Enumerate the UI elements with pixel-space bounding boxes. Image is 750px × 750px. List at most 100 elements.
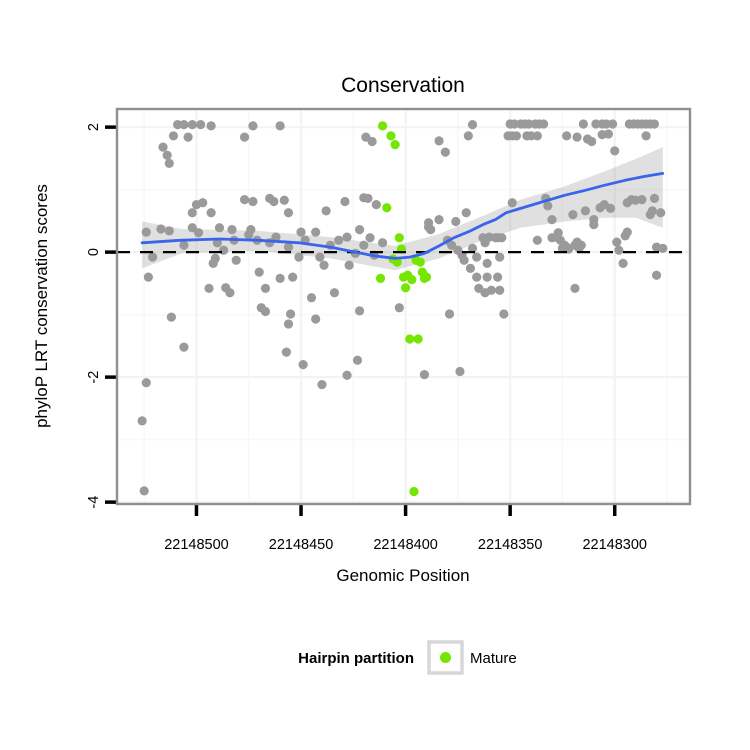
data-point-other [246,225,256,235]
data-point-other [580,206,591,216]
data-point-other [196,120,206,130]
data-point-other [275,273,285,283]
data-point-other [562,131,572,141]
data-point-other [572,132,582,142]
x-tick-label: 22148400 [373,537,438,553]
data-point-other [315,252,325,262]
data-point-other [206,208,216,218]
x-tick-label: 22148300 [582,537,647,553]
data-point-other [164,226,174,236]
data-point-other [275,121,285,131]
data-point-other [166,312,176,322]
data-point-mature [390,140,400,150]
data-point-other [465,263,476,273]
data-point-other [285,309,296,319]
data-point-other [139,486,149,496]
data-point-other [493,272,503,282]
data-point-mature [386,131,396,141]
data-point-other [306,293,317,303]
data-point-other [371,200,381,210]
data-point-other [269,196,279,207]
data-points-layer [137,119,668,497]
data-point-other [179,120,189,130]
data-point-other [156,224,166,234]
data-point-other [511,131,522,141]
data-point-other [359,240,369,250]
data-point-other [612,237,622,247]
data-point-other [143,272,153,282]
data-point-other [179,342,189,352]
data-point-other [294,252,304,262]
legend-entry-label: Mature [470,650,517,667]
data-point-mature [407,275,417,285]
data-point-other [482,272,492,282]
data-point-other [434,215,444,225]
data-point-other [342,232,352,242]
data-point-mature [382,203,392,213]
data-point-other [605,203,616,213]
data-point-other [317,380,327,390]
data-point-other [225,288,235,298]
data-point-other [455,366,465,377]
data-point-other [507,198,517,208]
data-point-other [187,120,197,130]
data-point-other [451,216,461,227]
lines-layer [117,172,690,260]
data-point-other [283,319,294,329]
data-point-other [354,306,365,316]
data-point-other [239,132,250,142]
data-point-other [365,233,375,243]
data-point-other [499,309,509,319]
data-point-other [434,136,444,146]
data-point-other [651,270,662,280]
y-tick-label: -4 [86,496,102,509]
data-point-other [168,131,179,141]
data-point-other [495,285,505,295]
data-point-mature [409,486,419,497]
data-point-other [463,131,473,141]
data-point-other [281,347,291,357]
data-point-other [319,260,329,270]
data-point-other [444,309,455,319]
data-point-other [568,210,578,220]
data-point-other [260,283,271,293]
data-point-other [620,231,630,241]
smooth-line [140,172,665,260]
data-point-other [137,416,147,426]
legend: Hairpin partition Mature [298,640,517,675]
data-point-other [340,196,350,207]
data-point-other [637,195,647,205]
data-point-other [283,242,294,252]
data-point-other [532,131,542,141]
data-point-other [532,235,542,245]
data-point-other [461,208,471,218]
data-point-other [656,208,666,218]
data-point-other [219,245,229,255]
data-point-other [641,131,651,141]
data-point-other [214,223,225,233]
data-point-other [467,120,478,130]
data-point-other [248,196,258,207]
data-point-other [298,360,308,370]
y-tick-label: -2 [86,371,102,384]
data-point-other [618,258,628,268]
data-point-other [204,283,214,293]
data-point-mature [405,334,415,344]
data-point-other [231,255,241,265]
data-point-mature [377,121,388,131]
data-point-other [183,132,193,142]
data-point-mature [413,334,423,344]
data-point-other [296,227,306,237]
data-point-mature [375,273,386,283]
mature-legend-dot-icon [440,652,451,663]
data-point-other [311,227,321,237]
data-point-other [423,222,434,232]
data-point-other [419,370,430,380]
data-point-other [543,201,553,211]
data-point-other [608,119,618,129]
data-point-other [288,272,298,282]
data-point-mature [400,283,411,293]
data-point-other [472,252,482,262]
